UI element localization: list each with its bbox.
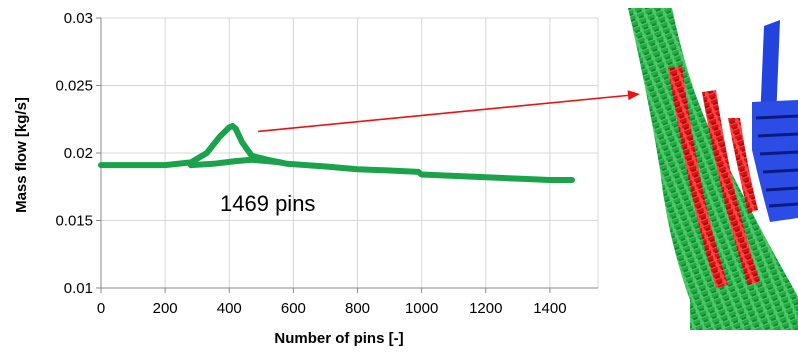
blue-block-ribs [755, 114, 798, 208]
x-tick-label: 600 [281, 300, 306, 317]
x-axis-label: Number of pins [-] [274, 330, 403, 347]
axes [96, 17, 598, 293]
red-pin-strip-right [728, 118, 758, 213]
x-tick-label: 0 [97, 300, 105, 317]
callout-arrow [258, 94, 633, 133]
blue-rod [760, 20, 780, 122]
x-tick-label: 1400 [533, 300, 566, 317]
x-tick-label: 800 [345, 300, 370, 317]
x-tick-labels: 0 200 400 600 800 1000 1200 1400 [97, 300, 567, 317]
gridlines [101, 17, 599, 289]
blue-block [752, 100, 798, 222]
x-tick-label: 400 [217, 300, 242, 317]
y-axis-label: Mass flow [kg/s] [13, 97, 30, 213]
y-tick-label: 0.02 [64, 145, 93, 162]
annotation-pin-count: 1469 pins [220, 191, 315, 216]
y-tick-label: 0.01 [64, 280, 93, 297]
series-layer [98, 123, 575, 183]
red-pin-strip-middle [702, 90, 760, 285]
x-tick-label: 1000 [405, 300, 438, 317]
series-line-2 [187, 156, 284, 169]
turbine-pin-array-render-icon [628, 8, 798, 330]
x-tick-label: 200 [153, 300, 178, 317]
y-tick-label: 0.025 [55, 78, 93, 95]
pin-array-body [628, 8, 798, 330]
y-tick-label: 0.015 [55, 213, 93, 230]
callout-arrow-head [627, 90, 640, 101]
x-tick-label: 1200 [469, 300, 502, 317]
pin-array-bottom [690, 300, 780, 330]
y-tick-labels: 0.01 0.015 0.02 0.025 0.03 [55, 10, 93, 297]
y-tick-label: 0.03 [64, 10, 93, 27]
red-pin-strip-left [668, 66, 728, 288]
